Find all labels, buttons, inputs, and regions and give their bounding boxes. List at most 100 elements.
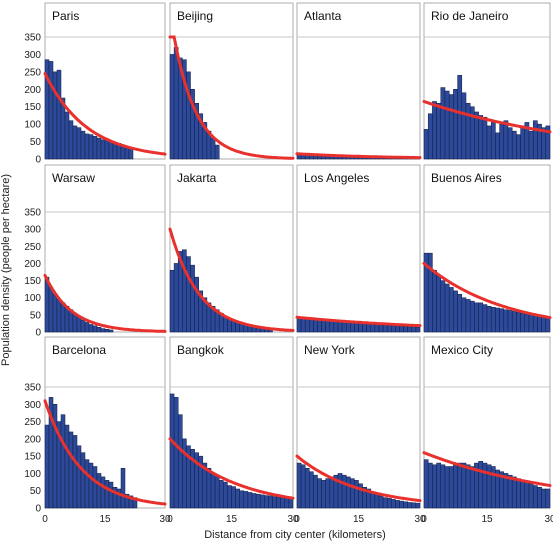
bar [100, 328, 106, 333]
bar [247, 492, 253, 509]
bar [532, 120, 538, 160]
bar [309, 319, 314, 333]
bar [453, 464, 458, 509]
bar [440, 280, 446, 333]
bar [432, 270, 437, 333]
y-tick-label: 300 [24, 225, 41, 236]
bar [545, 316, 551, 333]
bar [395, 325, 400, 333]
bar [370, 324, 376, 333]
panel-title: Bangkok [177, 343, 225, 357]
bar [96, 137, 102, 160]
bar [239, 490, 245, 509]
bar [386, 325, 392, 333]
bar [231, 320, 236, 333]
y-tick-label: 350 [24, 33, 41, 44]
bar [276, 497, 281, 509]
panel-title: Barcelona [52, 343, 106, 357]
fit-curve [295, 152, 422, 160]
y-tick-label: 50 [30, 486, 42, 497]
panel-title: Mexico City [431, 343, 493, 357]
bar [444, 90, 450, 160]
bar [382, 497, 388, 509]
bar [64, 111, 70, 160]
bar [423, 459, 429, 509]
panel-rio-de-janeiro: Rio de Janeiro [422, 2, 552, 160]
bar [541, 316, 547, 333]
y-tick-label: 200 [24, 259, 41, 270]
bar [415, 502, 421, 509]
bar [104, 140, 110, 160]
bar [358, 323, 363, 333]
bar [321, 320, 326, 333]
x-tick-label: 15 [99, 514, 111, 525]
bar [272, 496, 277, 509]
bar [231, 486, 236, 509]
bar [255, 493, 261, 509]
x-tick-label: 0 [167, 514, 173, 525]
bar [333, 321, 339, 333]
bar [214, 144, 220, 160]
bar [448, 287, 454, 333]
bar [218, 480, 224, 509]
bar [524, 481, 530, 509]
bar [354, 322, 359, 333]
bar [88, 134, 94, 160]
panel-title: Rio de Janeiro [431, 9, 509, 23]
bar [345, 322, 351, 333]
bar [382, 324, 388, 333]
bar [374, 324, 380, 333]
bar [457, 462, 463, 509]
bar [84, 133, 90, 160]
bar [284, 497, 290, 509]
bar [48, 61, 54, 160]
bar [329, 321, 335, 333]
bar [495, 307, 500, 333]
bar [96, 473, 102, 509]
bar [399, 325, 404, 333]
bar [52, 294, 58, 333]
bar [391, 325, 396, 333]
bar [76, 127, 82, 160]
bar [444, 466, 450, 509]
bar [304, 467, 310, 509]
bar [100, 139, 106, 160]
panel-barcelona: Barcelona [43, 336, 167, 509]
bar [453, 290, 458, 333]
panel-frame [296, 2, 421, 160]
panel-beijing: Beijing [168, 2, 295, 160]
panel-title: Buenos Aires [431, 171, 502, 185]
bar [76, 445, 82, 509]
y-tick-label: 100 [24, 120, 41, 131]
bar [48, 287, 54, 333]
y-tick-label: 100 [24, 293, 41, 304]
panel-title: Atlanta [304, 9, 342, 23]
bar [461, 297, 467, 333]
panel-title: Beijing [177, 9, 213, 23]
bar [403, 501, 408, 509]
bar [100, 476, 106, 509]
bar [399, 500, 404, 509]
bar [92, 466, 98, 509]
y-tick-label: 150 [24, 102, 41, 113]
bar [341, 321, 347, 333]
bar [411, 502, 417, 509]
bar [461, 92, 467, 160]
y-tick-label: 50 [30, 310, 42, 321]
bar [490, 307, 496, 333]
bar [511, 476, 517, 509]
bar [56, 299, 62, 333]
panel-title: Paris [52, 9, 79, 23]
x-tick-label: 15 [226, 514, 238, 525]
y-tick-label: 0 [35, 155, 41, 166]
y-tick-label: 350 [24, 383, 41, 394]
bar [92, 136, 98, 160]
bar [436, 275, 442, 333]
bar [341, 474, 347, 509]
fit-curve [422, 451, 552, 487]
y-tick-label: 350 [24, 208, 41, 219]
bar [537, 487, 542, 509]
fit-curve [43, 273, 167, 333]
bar [545, 125, 551, 160]
x-tick-label: 15 [481, 514, 493, 525]
